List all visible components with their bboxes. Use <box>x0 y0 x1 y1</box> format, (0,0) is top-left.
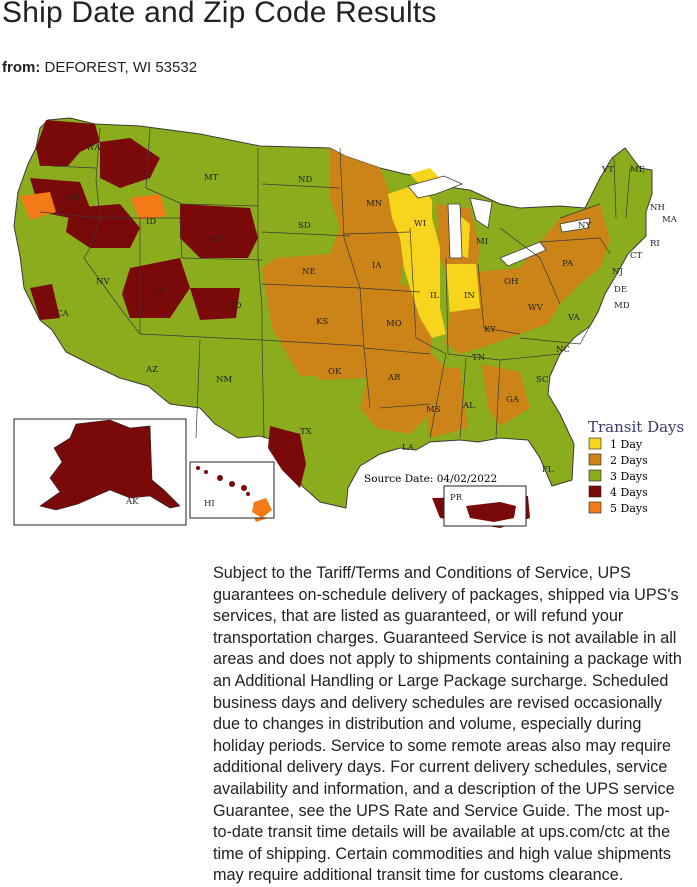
legend-title: Transit Days <box>588 418 684 436</box>
state-label-ky: KY <box>484 325 496 335</box>
state-label-ar: AR <box>387 373 401 383</box>
legend-label: 1 Day <box>610 438 643 451</box>
state-label-ny: NY <box>578 221 591 231</box>
state-label-co: CO <box>228 301 242 311</box>
origin-label: from: <box>2 59 41 76</box>
map-legend: Transit Days 1 Day 2 Days 3 Days 4 Days 5 Da… <box>588 418 684 515</box>
state-label-wi: WI <box>414 219 426 229</box>
legend-label: 4 Days <box>610 486 648 499</box>
legend-label: 2 Days <box>610 454 648 467</box>
legend-swatch <box>588 469 602 482</box>
legend-swatch <box>588 453 602 466</box>
state-label-ma: MA <box>662 215 678 225</box>
state-label-vt: VT <box>601 165 614 175</box>
state-label-pr: PR <box>450 493 463 503</box>
state-label-md: MD <box>614 301 630 311</box>
state-label-il: IL <box>430 291 439 301</box>
state-label-ok: OK <box>328 367 342 377</box>
state-label-nh: NH <box>650 203 665 213</box>
state-label-nj: NJ <box>612 267 623 277</box>
legend-swatch <box>588 501 602 514</box>
state-label-az: AZ <box>145 365 158 375</box>
state-label-pa: PA <box>562 259 574 269</box>
state-label-ks: KS <box>316 317 328 327</box>
state-label-nc: NC <box>556 345 570 355</box>
state-label-va: VA <box>567 313 581 323</box>
state-label-nm: NM <box>216 375 232 385</box>
state-label-oh: OH <box>504 277 518 287</box>
state-label-in: IN <box>464 291 475 301</box>
origin-line: from: DEFOREST, WI 53532 <box>2 59 197 76</box>
state-label-mt: MT <box>204 173 219 183</box>
state-label-me: ME <box>630 165 645 175</box>
state-label-tn: TN <box>472 353 486 363</box>
terms-text: Subject to the Tariff/Terms and Conditio… <box>213 564 682 885</box>
state-label-or: OR <box>66 193 80 203</box>
legend-label: 3 Days <box>610 470 648 483</box>
state-label-sd: SD <box>298 221 311 231</box>
state-label-id: ID <box>146 217 156 227</box>
state-label-sc: SC <box>536 375 548 385</box>
page-title: Ship Date and Zip Code Results <box>2 0 437 29</box>
state-label-wv: WV <box>528 303 544 313</box>
legend-label: 5 Days <box>610 502 648 515</box>
state-label-mn: MN <box>366 199 383 209</box>
state-label-ia: IA <box>372 261 382 271</box>
legend-swatch <box>588 437 602 450</box>
source-date: Source Date: 04/02/2022 <box>364 473 497 485</box>
state-label-hi: HI <box>204 499 215 509</box>
legend-swatch <box>588 485 602 498</box>
state-label-ca: CA <box>56 309 70 319</box>
state-label-mi: MI <box>476 237 488 247</box>
state-label-wa: WA <box>86 143 101 153</box>
state-label-al: AL <box>462 401 475 411</box>
state-label-ri: RI <box>650 239 660 249</box>
state-label-fl: FL <box>542 465 554 475</box>
state-label-ct: CT <box>630 251 643 261</box>
state-label-ut: UT <box>152 287 165 297</box>
state-label-ak: AK <box>125 497 139 507</box>
state-label-tx: TX <box>300 427 313 437</box>
transit-map: Source Date: 04/02/2022 Transit Days 1 D… <box>13 117 684 528</box>
origin-value: DEFOREST, WI 53532 <box>44 59 198 76</box>
state-label-ms: MS <box>426 405 441 415</box>
state-label-de: DE <box>614 285 627 295</box>
state-label-ne: NE <box>302 267 316 277</box>
state-label-nd: ND <box>298 175 312 185</box>
state-label-mo: MO <box>386 319 402 329</box>
state-label-ga: GA <box>506 395 520 405</box>
state-label-la: LA <box>402 443 415 453</box>
state-label-wy: WY <box>210 235 225 245</box>
state-label-nv: NV <box>96 277 110 287</box>
